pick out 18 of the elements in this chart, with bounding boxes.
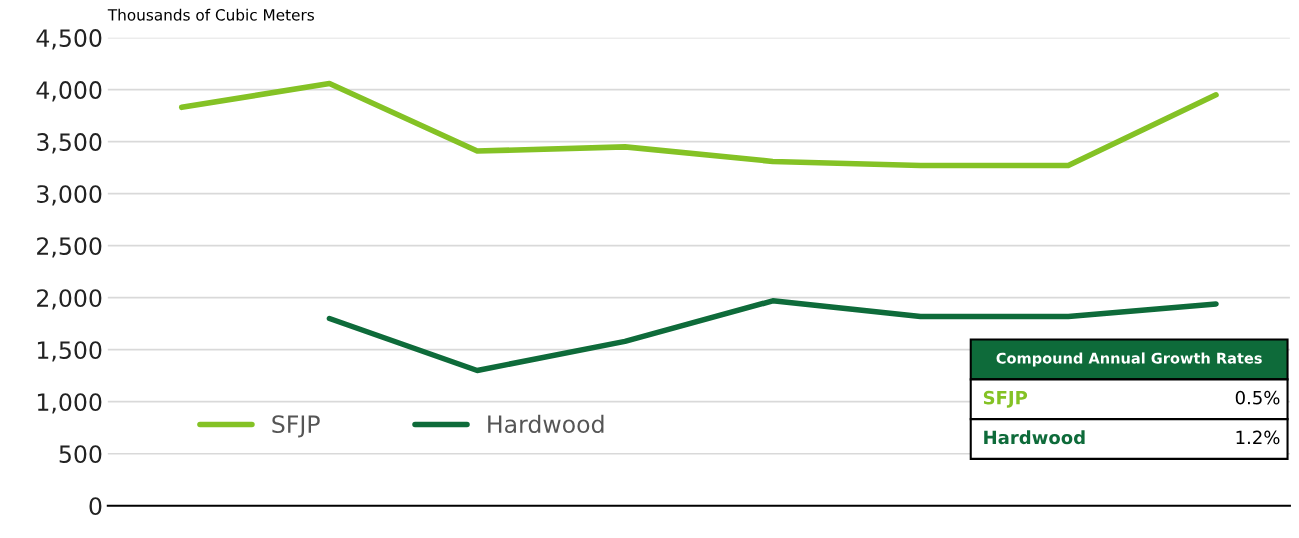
- annotation: SFJP: [983, 390, 1028, 408]
- y-tick-label: 1,500: [37, 341, 102, 362]
- annotation: 1.2%: [1236, 430, 1280, 445]
- y-tick-label: 4,500: [36, 29, 102, 50]
- y-tick-label: 4,000: [36, 81, 102, 102]
- annotation: Hardwood: [984, 430, 1085, 445]
- y-tick-label: 3,000: [37, 185, 102, 206]
- y-tick-label: 500: [59, 445, 102, 464]
- y-tick-label: 0: [89, 497, 102, 516]
- y-tick-label: 3,500: [37, 133, 102, 154]
- y-tick-label: 2,000: [37, 289, 102, 310]
- annotation: Compound Annual Growth Rates: [996, 352, 1262, 367]
- legend-label: Hardwood: [488, 414, 604, 434]
- annotation: 0.5%: [1235, 390, 1280, 405]
- y-tick-label: 2,500: [37, 237, 102, 258]
- y-tick-label: 1,000: [37, 393, 102, 414]
- y-axis-title: Thousands of Cubic Meters: [107, 8, 314, 21]
- legend-label: SFJP: [272, 415, 320, 438]
